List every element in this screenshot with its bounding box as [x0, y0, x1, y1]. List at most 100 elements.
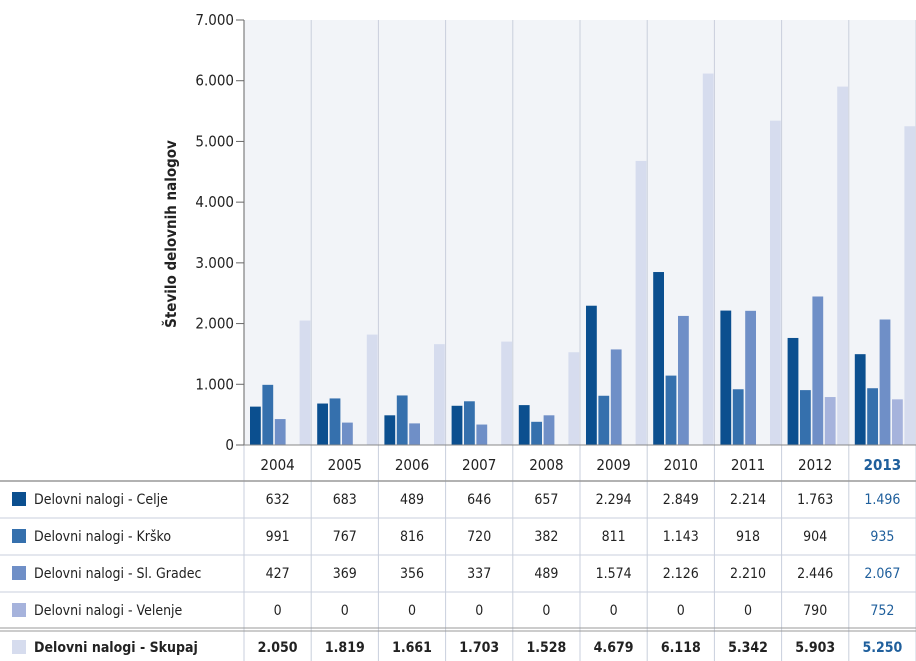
data-label: 752 — [870, 603, 894, 619]
data-label: 356 — [400, 566, 424, 582]
y-axis-title: Število delovnih nalogov — [161, 140, 180, 328]
bar-2013-series-2 — [879, 319, 891, 445]
legend-swatch — [12, 603, 26, 617]
x-tick-label: 2004 — [260, 456, 294, 474]
data-label: 5.903 — [795, 640, 835, 656]
y-axis: 0 1.000 2.000 3.000 4.000 5.000 6.000 7.000 — [195, 11, 245, 454]
y-tick-label: 3.000 — [195, 254, 234, 272]
x-tick-label: 2013 — [864, 456, 902, 474]
bar-2012-series-1 — [800, 390, 811, 445]
bar-2011-series-2 — [745, 310, 756, 445]
bar-2008-series-1 — [531, 421, 542, 445]
data-label: 2.067 — [864, 566, 900, 582]
data-label: 5.342 — [728, 640, 768, 656]
legend-label: Delovni nalogi - Krško — [34, 529, 171, 545]
x-tick-label: 2011 — [731, 456, 765, 474]
data-label: 489 — [400, 492, 424, 508]
data-label: 2.210 — [730, 566, 766, 582]
bar-2012-series-0 — [787, 337, 799, 445]
data-label: 632 — [266, 492, 290, 508]
bar-2012-series-3 — [824, 397, 836, 445]
bar-2013-series-1 — [867, 388, 878, 445]
y-tick-label: 0 — [225, 436, 234, 454]
data-label: 0 — [610, 603, 618, 619]
data-label: 991 — [266, 529, 290, 545]
bars-group — [250, 73, 916, 446]
data-label: 2.050 — [258, 640, 298, 656]
bar-2006-series-1 — [396, 395, 408, 445]
bar-2006-series-0 — [384, 415, 396, 445]
plot-background — [243, 20, 916, 661]
bar-2008-series-2 — [543, 415, 555, 445]
bar-2009-series-1 — [598, 395, 610, 445]
data-label: 0 — [341, 603, 349, 619]
data-label: 811 — [602, 529, 626, 545]
bar-2009-series-4 — [635, 160, 647, 446]
data-label: 369 — [333, 566, 357, 582]
data-label: 1.819 — [325, 640, 365, 656]
bar-2012-series-4 — [837, 86, 848, 445]
x-tick-label: 2005 — [328, 456, 362, 474]
data-label: 0 — [744, 603, 752, 619]
data-label: 1.661 — [392, 640, 432, 656]
data-label: 1.763 — [797, 492, 833, 508]
y-tick-label: 2.000 — [195, 315, 234, 333]
bar-2005-series-4 — [366, 334, 378, 445]
legend-label: Delovni nalogi - Celje — [34, 492, 168, 508]
data-label: 0 — [408, 603, 416, 619]
data-label: 4.679 — [594, 640, 634, 656]
data-label: 790 — [803, 603, 827, 619]
data-label: 2.446 — [797, 566, 833, 582]
data-label: 337 — [467, 566, 491, 582]
bar-2007-series-1 — [464, 401, 475, 445]
bar-2010-series-4 — [702, 73, 714, 446]
data-label: 935 — [870, 529, 894, 545]
data-label: 489 — [534, 566, 558, 582]
bar-2013-series-0 — [854, 354, 866, 445]
bar-2005-series-2 — [342, 422, 353, 445]
bar-2007-series-2 — [476, 424, 488, 445]
bar-2007-series-4 — [501, 341, 512, 445]
bar-2004-series-4 — [299, 320, 311, 445]
data-label: 427 — [266, 566, 290, 582]
legend-swatch — [12, 640, 26, 654]
data-label: 1.528 — [526, 640, 566, 656]
bar-2010-series-1 — [665, 375, 677, 445]
x-tick-label: 2010 — [664, 456, 698, 474]
bar-2011-series-1 — [732, 389, 744, 445]
data-label: 1.574 — [596, 566, 632, 582]
data-table: 2004 2005 2006 2007 2008 2009 2010 2011 2012 2013… — [0, 444, 916, 656]
data-label: 816 — [400, 529, 424, 545]
data-label: 720 — [467, 529, 491, 545]
bar-2009-series-0 — [586, 305, 597, 445]
data-label: 2.214 — [730, 492, 766, 508]
x-tick-label: 2006 — [395, 456, 429, 474]
x-tick-label: 2008 — [529, 456, 563, 474]
data-label: 0 — [542, 603, 550, 619]
data-label: 767 — [333, 529, 357, 545]
x-tick-label: 2007 — [462, 456, 496, 474]
data-label: 0 — [677, 603, 685, 619]
bar-2008-series-4 — [568, 352, 580, 445]
data-label: 0 — [274, 603, 282, 619]
data-label: 918 — [736, 529, 760, 545]
x-tick-label: 2012 — [798, 456, 832, 474]
data-label: 382 — [534, 529, 558, 545]
y-tick-label: 5.000 — [195, 132, 234, 150]
bar-2013-series-4 — [904, 126, 916, 445]
legend-label: Delovni nalogi - Skupaj — [34, 640, 198, 656]
data-label: 0 — [475, 603, 483, 619]
bar-2006-series-2 — [409, 423, 420, 445]
bar-2012-series-2 — [812, 296, 824, 445]
data-label: 657 — [534, 492, 558, 508]
data-label: 2.849 — [663, 492, 699, 508]
legend-swatch — [12, 566, 26, 580]
data-label: 2.126 — [663, 566, 699, 582]
y-tick-label: 1.000 — [195, 375, 234, 393]
bar-2010-series-2 — [678, 315, 689, 445]
y-tick-label: 4.000 — [195, 193, 234, 211]
bar-2004-series-0 — [250, 406, 261, 445]
bar-2013-series-3 — [892, 399, 903, 445]
bar-2008-series-0 — [518, 405, 530, 445]
